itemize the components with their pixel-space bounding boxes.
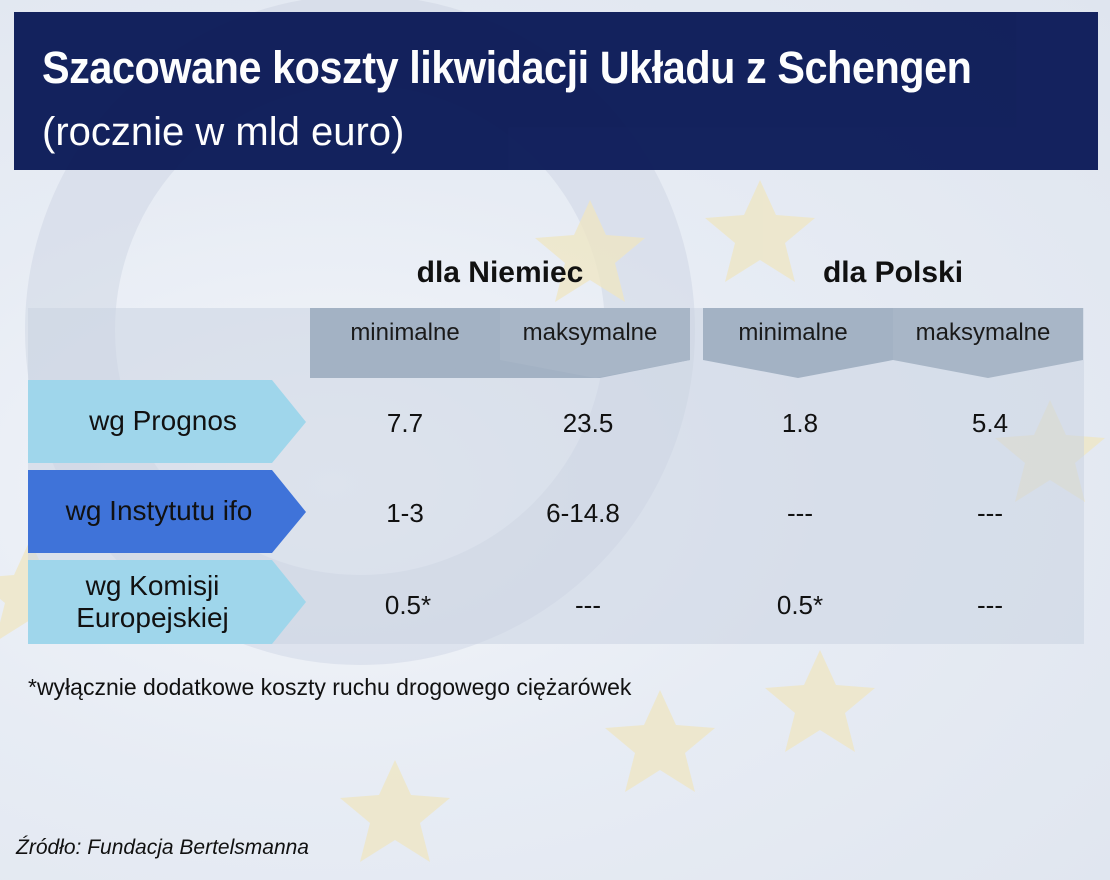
page-title: Szacowane koszty likwidacji Układu z Sch… (42, 42, 972, 93)
star-icon (535, 200, 645, 302)
column-head-shape (500, 308, 690, 378)
title-banner: Szacowane koszty likwidacji Układu z Sch… (14, 12, 1098, 170)
column-head-shape (703, 308, 893, 378)
row-label-ifo: wg Instytutu ifo (65, 495, 253, 527)
table-cell: --- (787, 498, 813, 528)
table-cell: --- (575, 590, 601, 620)
row-label-shape (28, 380, 306, 463)
table-cell: 1.8 (781, 408, 819, 438)
page-subtitle: (rocznie w mld euro) (42, 110, 405, 154)
source-note: Źródło: Fundacja Bertelsmanna (16, 836, 309, 859)
table-cell: 0.5* (776, 590, 824, 620)
group-title-niemiec: dla Niemiec (416, 256, 584, 289)
star-icon (605, 690, 715, 792)
table-cell: 6-14.8 (546, 498, 620, 528)
star-icon (340, 760, 450, 862)
column-head-shape (310, 308, 500, 378)
row-label-prognos: wg Prognos (89, 405, 237, 437)
table-cell: 7.7 (386, 408, 424, 438)
column-head-niemiec-max: maksymalne (522, 319, 658, 346)
star-icon (765, 650, 875, 752)
group-title-polski: dla Polski (822, 256, 964, 289)
table-cell: --- (977, 498, 1003, 528)
table-cell: 23.5 (562, 408, 614, 438)
table-cell: 5.4 (971, 408, 1009, 438)
row-label-shape (28, 470, 306, 553)
column-head-niemiec-min: minimalne (350, 319, 460, 346)
table-cell: 0.5* (384, 590, 432, 620)
star-icon (705, 180, 815, 282)
column-head-polski-min: minimalne (738, 319, 848, 346)
column-head-shape (893, 308, 1083, 378)
row-label-komisja: wg Komisji Europejskiej (76, 569, 229, 633)
table-cell: 1-3 (386, 498, 424, 528)
footnote: *wyłącznie dodatkowe koszty ruchu drogow… (28, 674, 632, 700)
row-label-shape (28, 560, 306, 644)
column-head-polski-max: maksymalne (915, 319, 1051, 346)
table-cell: --- (977, 590, 1003, 620)
